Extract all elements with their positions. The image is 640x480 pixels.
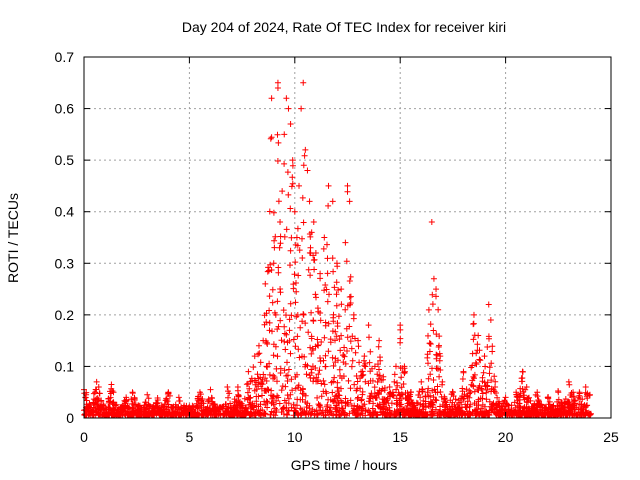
data-point [251,353,258,360]
data-point [424,389,431,396]
data-point [502,394,509,401]
data-point [435,306,442,313]
data-point [283,95,290,102]
data-point [302,146,309,153]
data-point [110,389,117,396]
data-point [274,79,281,86]
data-point [325,182,332,189]
data-point [342,239,349,246]
data-point [392,363,399,370]
data-marks [81,131,594,419]
data-point [268,95,275,102]
data-point [346,198,353,205]
data-point [281,131,288,138]
axis-ticks [83,56,612,419]
data-point [523,384,530,391]
y-axis-label: ROTI / TECUs [5,193,21,283]
data-point [287,121,294,128]
chart-title: Day 204 of 2024, Rate Of TEC Index for r… [182,19,506,35]
data-point [296,182,303,189]
y-tick-label: 0 [66,410,74,426]
data-point [224,384,231,391]
plot-frame [83,56,612,419]
data-point [470,311,477,318]
x-tick-label: 10 [287,429,303,445]
data-point [262,280,269,287]
y-tick-label: 0.7 [55,49,75,65]
data-point [338,286,345,293]
data-point [355,337,362,344]
grid-lines [84,57,611,418]
data-point [270,260,277,267]
data-point [298,105,305,112]
y-tick-label: 0.1 [55,358,75,374]
y-tick-label: 0.2 [55,307,75,323]
data-point [293,234,300,241]
data-point [428,219,435,226]
y-tick-label: 0.4 [55,204,75,220]
data-point [306,198,313,205]
data-point [418,378,425,385]
data-point [344,182,351,189]
data-point [430,275,437,282]
y-tick-label: 0.6 [55,101,75,117]
data-point [481,353,488,360]
data-point [321,234,328,241]
x-tick-label: 25 [603,429,619,445]
y-tick-labels: 0 0.1 0.2 0.3 0.4 0.5 0.6 0.7 [55,49,75,426]
x-tick-label: 15 [392,429,408,445]
x-tick-labels: 0 5 10 15 20 25 [80,429,619,445]
data-point [582,384,589,391]
data-point [487,317,494,324]
data-point [277,219,284,226]
data-point [279,188,286,195]
data-point [570,389,577,396]
data-point [376,337,383,344]
data-point [255,342,262,349]
x-axis-label: GPS time / hours [291,457,398,473]
data-point [93,378,100,385]
y-tick-label: 0.3 [55,255,75,271]
data-point [300,79,307,86]
data-point [386,384,393,391]
data-point [304,167,311,174]
data-point [144,391,151,398]
data-point [285,105,292,112]
x-tick-label: 5 [186,429,194,445]
data-point [485,301,492,308]
data-point [207,386,214,393]
data-point [310,219,317,226]
data-point [245,368,252,375]
data-point-cloud [81,131,594,419]
x-tick-label: 0 [80,429,88,445]
y-tick-label: 0.5 [55,152,75,168]
data-point [433,286,440,293]
data-points [81,79,593,416]
x-tick-label: 20 [498,429,514,445]
data-point [289,157,296,164]
data-point [365,322,372,329]
data-point [329,198,336,205]
data-point [274,84,281,91]
data-point [291,208,298,215]
